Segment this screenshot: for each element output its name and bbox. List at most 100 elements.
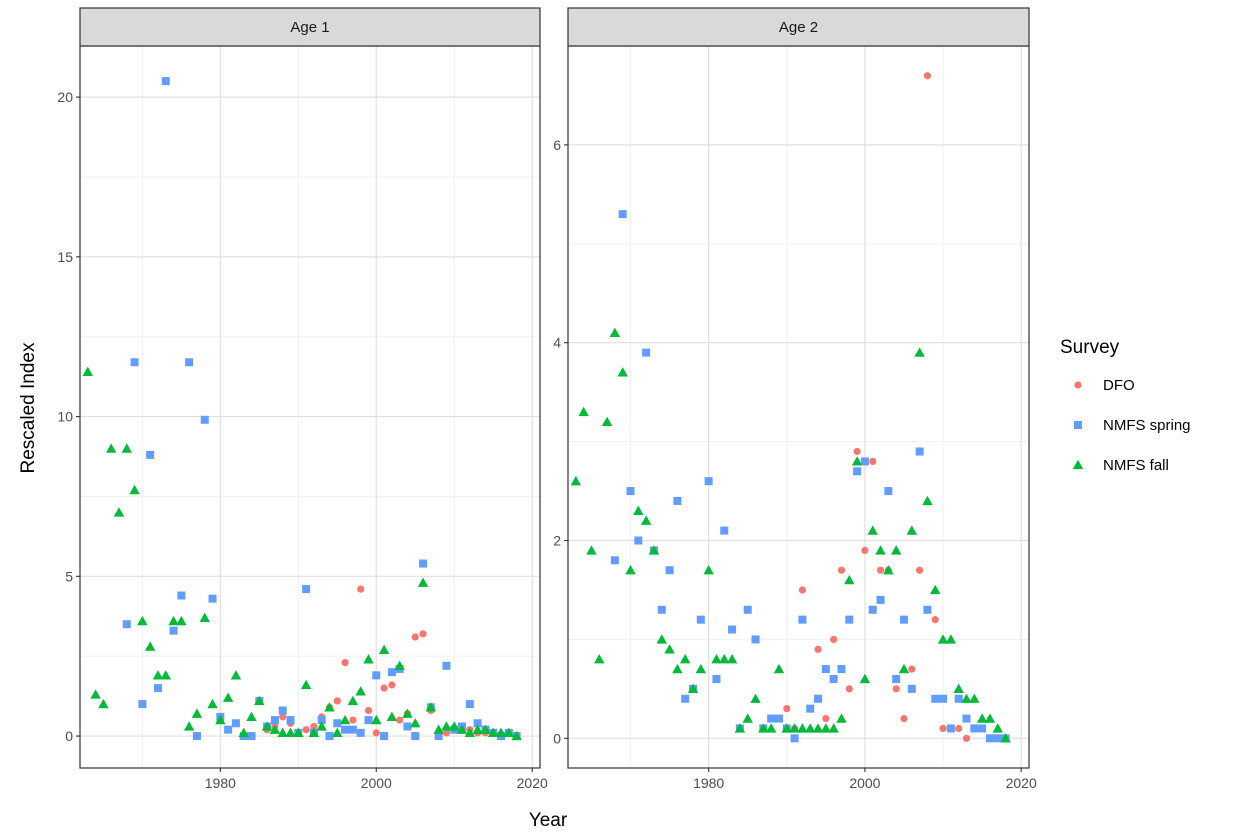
data-point [869, 457, 877, 465]
data-point [325, 732, 334, 741]
data-point [703, 564, 714, 575]
data-point [113, 507, 125, 517]
data-point [356, 728, 365, 737]
data-point [798, 586, 807, 594]
data-point [821, 665, 830, 674]
data-point [332, 727, 343, 738]
data-point [954, 694, 963, 703]
data-point [339, 714, 351, 725]
data-point [969, 693, 980, 703]
facet-label: Age 1 [290, 19, 329, 36]
data-point [906, 525, 917, 535]
data-point [224, 725, 233, 734]
data-point [317, 716, 326, 725]
data-point [480, 724, 491, 734]
data-point [774, 714, 783, 723]
data-point [790, 734, 799, 743]
data-point [364, 716, 373, 725]
x-tick-label: 2000 [849, 775, 880, 791]
data-point [617, 367, 628, 377]
data-point [169, 626, 178, 635]
data-point [98, 698, 109, 709]
data-point [310, 722, 318, 731]
data-point [472, 724, 483, 734]
data-point [634, 536, 643, 545]
data-point [285, 727, 296, 738]
data-point [681, 694, 690, 703]
data-point [511, 730, 522, 741]
data-point [898, 663, 910, 674]
data-point [578, 406, 589, 417]
data-point [750, 693, 761, 703]
data-point [419, 630, 427, 638]
data-point [349, 716, 357, 724]
data-point [442, 661, 451, 670]
data-point [442, 729, 451, 737]
data-point [837, 566, 846, 574]
data-point [930, 584, 941, 595]
data-point [380, 684, 388, 692]
data-point [916, 566, 924, 574]
data-point [380, 732, 389, 741]
data-point [837, 665, 846, 674]
data-point [231, 719, 240, 728]
y-tick-label: 10 [57, 409, 73, 425]
data-point [610, 556, 619, 565]
data-point [121, 443, 132, 453]
data-point [160, 670, 171, 680]
data-point [146, 450, 155, 459]
data-point [829, 674, 838, 683]
data-point [783, 705, 791, 713]
data-point [570, 475, 582, 486]
data-point [922, 495, 933, 506]
legend-entry: DFO [1074, 377, 1135, 394]
data-point [758, 723, 769, 733]
data-point [876, 595, 885, 604]
data-point [633, 505, 644, 516]
data-point [859, 673, 871, 684]
data-point [130, 358, 139, 367]
data-point [680, 654, 691, 664]
data-point [814, 694, 823, 703]
data-point [961, 693, 972, 703]
data-point [797, 723, 808, 733]
data-point [364, 706, 373, 715]
data-point [626, 487, 635, 496]
data-point [207, 698, 218, 709]
y-tick-label: 15 [57, 249, 73, 265]
data-point [417, 577, 429, 587]
panel-1: Age 1 1980 2000 2020 0 5 10 15 20 [57, 7, 548, 791]
data-point [892, 685, 900, 693]
data-point [464, 727, 476, 738]
y-tick-label: 20 [57, 89, 73, 105]
data-point [161, 77, 170, 86]
data-point [355, 686, 366, 696]
data-point [875, 545, 886, 555]
data-point [899, 615, 908, 624]
data-point [962, 734, 971, 742]
data-point [836, 713, 847, 723]
data-point [851, 456, 863, 466]
data-point [876, 566, 885, 574]
data-point [789, 723, 800, 733]
data-point [372, 671, 381, 680]
data-point [812, 723, 824, 733]
data-point [884, 487, 893, 496]
data-point [316, 721, 327, 731]
data-point [806, 704, 815, 713]
data-point [473, 719, 482, 728]
data-point [773, 663, 785, 674]
data-point [765, 723, 777, 733]
data-point [931, 616, 939, 624]
data-point [900, 714, 908, 723]
data-point [403, 722, 412, 731]
data-point [984, 713, 996, 723]
y-tick-label: 0 [553, 730, 561, 746]
data-point [394, 660, 405, 670]
data-point [278, 706, 287, 715]
data-point [341, 658, 349, 667]
data-point [992, 723, 1003, 733]
data-point [363, 654, 374, 664]
data-point [348, 725, 357, 734]
data-point [814, 645, 822, 653]
